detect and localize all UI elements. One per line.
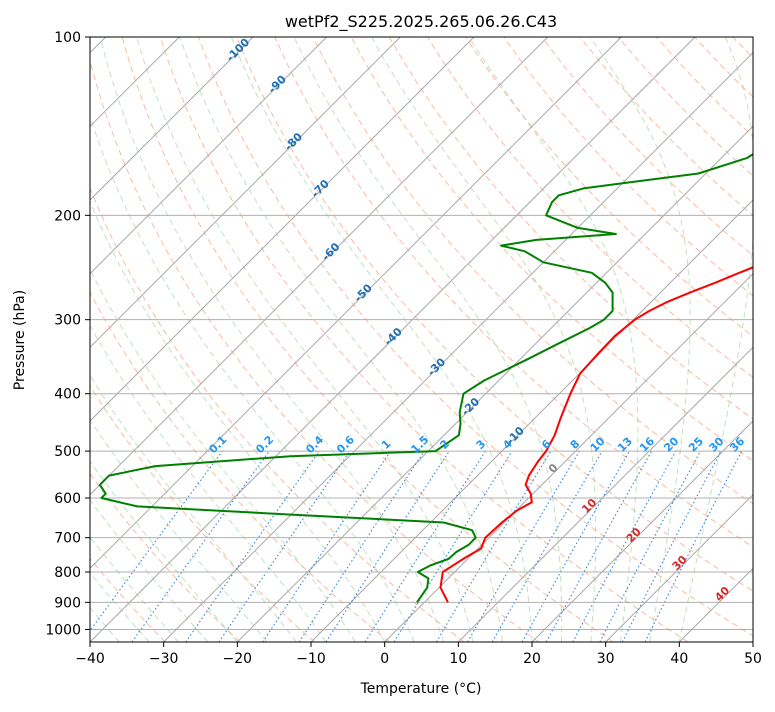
isotherm-label: -30 [425, 355, 448, 378]
y-tick-label: 900 [54, 595, 81, 611]
y-tick-label: 300 [54, 313, 81, 329]
moist-adiabat [679, 37, 755, 642]
dry-adiabat [0, 37, 240, 642]
dry-adiabat [160, 37, 688, 642]
x-axis-label: Temperature (°C) [360, 681, 482, 697]
moist-adiabat [0, 37, 267, 642]
isotherm [753, 37, 775, 642]
dry-adiabat [389, 37, 775, 642]
moist-adiabat [137, 37, 474, 642]
x-tick-label: 0 [380, 651, 389, 667]
moist-adiabat [590, 37, 690, 642]
y-tick-label: 100 [54, 30, 81, 46]
dry-adiabat [0, 37, 315, 642]
moist-adiabat [16, 37, 355, 642]
isotherm [0, 37, 253, 642]
isotherm [679, 37, 775, 642]
isotherm-label: -100 [224, 36, 253, 65]
dry-adiabat [466, 37, 775, 642]
mixing-ratio-label: 1 [379, 437, 394, 452]
mixing-ratio-line [219, 451, 350, 642]
isotherm-label-warm: 20 [624, 525, 644, 545]
mixing-ratio-label: 3 [474, 437, 489, 452]
x-tick-label: −40 [75, 651, 105, 667]
mixing-ratio-label: 0.4 [303, 433, 326, 456]
dry-adiabat [427, 37, 775, 642]
mixing-ratio-line [522, 451, 629, 642]
x-tick-label: 50 [744, 651, 762, 667]
moist-adiabat [0, 37, 208, 642]
isotherm-label-warm: 10 [579, 496, 599, 516]
mixing-ratio-label: 2 [437, 437, 452, 452]
isotherm-label-warm: 30 [670, 553, 690, 573]
isotherm [0, 37, 400, 642]
dry-adiabat [733, 37, 775, 642]
dry-adiabat [84, 37, 539, 642]
mixing-ratio-label: 8 [568, 437, 583, 452]
x-tick-label: 10 [449, 651, 467, 667]
y-tick-label: 800 [54, 565, 81, 581]
x-tick-label: 20 [523, 651, 541, 667]
mixing-ratio-line [573, 451, 676, 642]
x-tick-label: 30 [597, 651, 615, 667]
mixing-ratio-label: 0.1 [206, 433, 229, 456]
isotherm-label: -50 [352, 281, 375, 304]
y-axis-label: Pressure (hPa) [12, 290, 28, 390]
moist-adiabat [41, 37, 385, 642]
dry-adiabat [8, 37, 390, 642]
isotherm-label-warm: 40 [712, 584, 732, 604]
mixing-ratio-line [546, 451, 651, 642]
dry-adiabat [656, 37, 775, 642]
y-tick-label: 500 [54, 444, 81, 460]
isotherm [164, 37, 769, 642]
isotherm [237, 37, 775, 642]
mixing-ratio-line [326, 451, 449, 642]
x-tick-label: 40 [670, 651, 688, 667]
y-tick-label: 400 [54, 387, 81, 403]
x-tick-label: −20 [223, 651, 253, 667]
moist-adiabat [372, 37, 596, 642]
y-tick-label: 600 [54, 491, 81, 507]
isotherm [16, 37, 621, 642]
dry-adiabat [237, 37, 775, 642]
x-tick-label: −30 [149, 651, 179, 667]
moist-adiabat [180, 37, 503, 642]
mixing-ratio-label: 0.6 [334, 433, 357, 456]
plot-frame [90, 37, 753, 642]
axis-ticks: −40 −30 −20 −10 0 10 20 30 40 50 1000 900 800 700 600 5… [45, 30, 762, 667]
y-tick-label: 1000 [45, 622, 81, 638]
chart-title: wetPf2_S225.2025.265.06.26.C43 [285, 12, 557, 32]
dry-adiabat [351, 37, 775, 642]
isotherm-label: -70 [309, 177, 332, 200]
dry-adiabat [275, 37, 775, 642]
mixing-ratio-line [622, 451, 721, 642]
mixing-ratio-label: 25 [686, 435, 706, 455]
isotherm-label: -90 [266, 73, 289, 96]
dry-adiabat [771, 37, 775, 642]
dry-adiabat [504, 37, 775, 642]
isotherm-label: -40 [382, 325, 405, 348]
mixing-ratio-line [436, 451, 551, 642]
moist-adiabat [69, 37, 415, 642]
isotherm-label: -60 [319, 240, 342, 263]
y-tick-label: 700 [54, 531, 81, 547]
x-tick-label: −10 [296, 651, 326, 667]
dry-adiabat [542, 37, 775, 642]
mixing-ratio-line [600, 451, 701, 642]
dry-adiabat [695, 37, 775, 642]
y-tick-label: 200 [54, 208, 81, 224]
